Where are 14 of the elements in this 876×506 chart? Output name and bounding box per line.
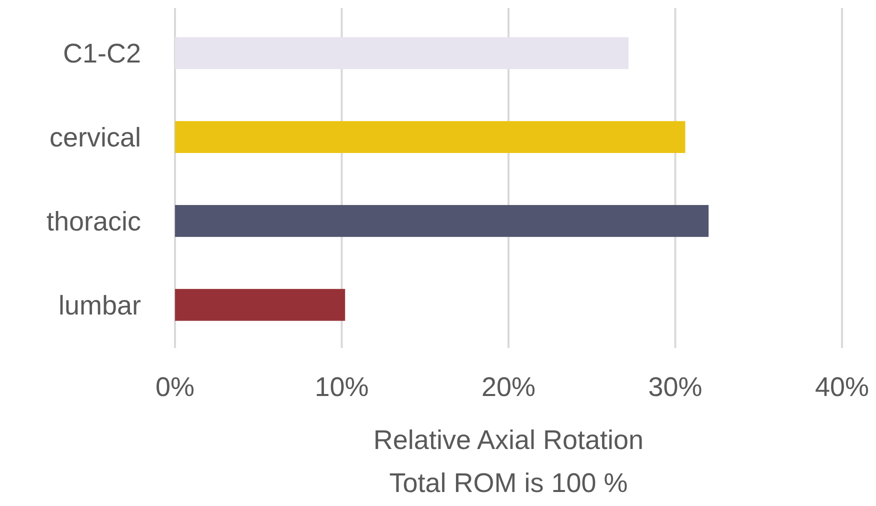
y-tick-label: lumbar	[58, 290, 142, 320]
bar	[175, 288, 346, 321]
x-axis-title: Relative Axial Rotation Total ROM is 100 %	[373, 425, 644, 498]
y-tick-label: cervical	[49, 122, 141, 152]
x-tick-label: 30%	[648, 372, 702, 402]
bar	[175, 37, 629, 70]
x-tick-label: 40%	[814, 372, 870, 402]
bar	[175, 121, 686, 153]
x-tick-label: 20%	[481, 372, 536, 402]
x-tick-label: 0%	[155, 372, 195, 402]
y-tick-label: thoracic	[46, 206, 141, 236]
x-tick-label: 10%	[314, 372, 369, 402]
bar	[175, 205, 709, 237]
y-tick-label: C1-C2	[62, 38, 141, 69]
